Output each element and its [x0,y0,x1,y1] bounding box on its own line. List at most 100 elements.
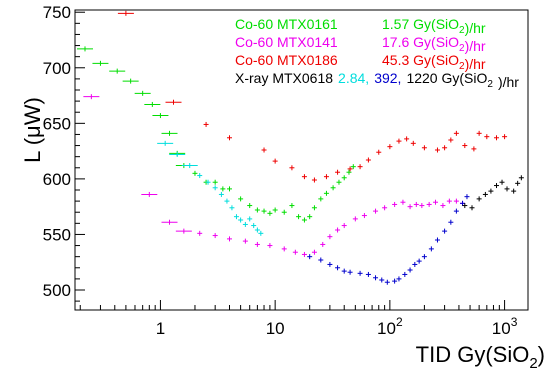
data-point [117,10,134,16]
data-point [412,261,418,267]
data-point [224,198,230,204]
data-point [247,216,253,222]
data-point [471,146,477,152]
data-point [141,191,158,197]
data-point [499,179,505,185]
x-tick-label: 1 [156,319,165,338]
data-point [357,270,363,276]
data-point [402,271,408,277]
data-point [453,208,459,214]
data-point [407,267,413,273]
data-point [484,134,490,140]
data-point [109,68,126,74]
data-point [384,279,390,285]
data-point [382,205,388,211]
data-point [307,254,313,260]
data-point [152,113,169,119]
data-point [330,185,336,191]
data-point [220,186,226,192]
data-point [76,46,93,52]
data-point [419,203,425,209]
data-point [404,136,410,142]
data-point [400,199,406,205]
data-point [165,99,182,105]
data-point [144,101,161,107]
data-point [440,203,446,209]
data-point [462,143,468,149]
legend-entry-3: X-ray MTX0618 2.84, 392, 1220 Gy(SiO2)/hr [235,70,519,90]
data-point [396,276,402,282]
data-point [462,203,468,209]
data-point [413,201,419,207]
series-3 [157,140,264,236]
data-point [311,177,317,183]
data-point [272,158,278,164]
data-point [446,198,452,204]
y-tick-label: 750 [43,3,71,22]
data-point [428,246,434,252]
data-point [289,165,295,171]
data-point [379,277,385,283]
data-point [267,243,273,249]
data-point [161,219,178,225]
data-point [416,258,422,264]
data-point [518,175,524,181]
data-point [272,207,278,213]
data-point [511,188,517,194]
data-point [92,60,109,66]
data-point [347,166,353,172]
data-point [387,144,393,150]
data-point [311,205,317,211]
data-point [410,140,416,146]
data-point [267,210,273,216]
data-point [320,241,326,247]
data-point [289,203,295,209]
data-point [238,217,244,223]
data-point [311,249,317,255]
data-point [442,228,448,234]
y-tick-label: 600 [43,170,71,189]
data-point [421,254,427,260]
x-tick-label: 102 [377,315,403,338]
y-tick-label: 650 [43,114,71,133]
series-layer [76,10,524,285]
data-point [261,147,267,153]
data-point [448,137,454,143]
data-point [488,188,494,194]
data-point [318,257,324,263]
data-point [464,194,470,200]
data-point [254,241,260,247]
series-2 [83,94,466,257]
data-point [281,246,287,252]
series-5 [462,175,524,211]
data-point [376,149,382,155]
data-point [242,221,248,227]
data-point [254,207,260,213]
data-point [442,145,448,151]
data-point [192,170,198,176]
data-point [281,209,287,215]
data-point [453,130,459,136]
data-point [212,233,218,239]
data-point [301,251,307,257]
data-point [258,230,264,236]
data-point [134,90,151,96]
data-point [341,268,347,274]
data-point [392,278,398,284]
data-point [175,228,192,234]
legend-entry-1: Co-60 MTX0141 17.6 Gy(SiO2)/hr [235,34,486,54]
axes-layer: 500 550 600 650 700 750 1 10 102 103 [43,3,529,338]
data-point [233,214,239,220]
data-point [502,134,508,140]
data-point [341,175,347,181]
data-point [229,205,235,211]
data-point [181,163,198,169]
data-point [251,223,257,229]
data-point [247,203,253,209]
data-point [357,164,363,170]
y-tick-label: 700 [43,59,71,78]
data-point [426,201,432,207]
data-point [453,198,459,204]
